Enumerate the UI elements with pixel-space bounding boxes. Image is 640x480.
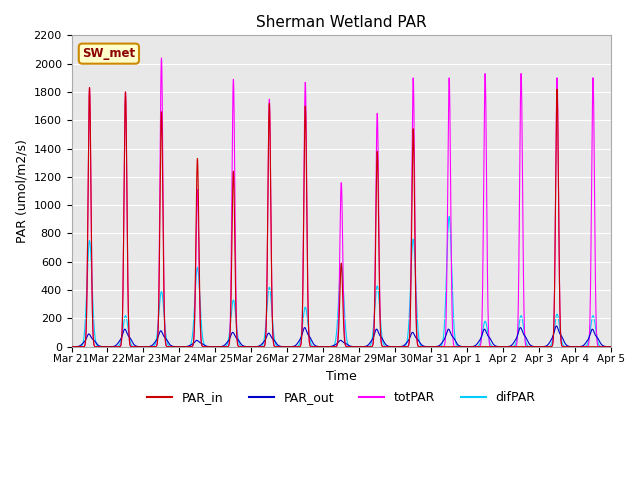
Title: Sherman Wetland PAR: Sherman Wetland PAR — [256, 15, 427, 30]
Y-axis label: PAR (umol/m2/s): PAR (umol/m2/s) — [15, 139, 28, 243]
Legend: PAR_in, PAR_out, totPAR, difPAR: PAR_in, PAR_out, totPAR, difPAR — [142, 386, 541, 409]
X-axis label: Time: Time — [326, 370, 356, 383]
Text: SW_met: SW_met — [83, 47, 136, 60]
